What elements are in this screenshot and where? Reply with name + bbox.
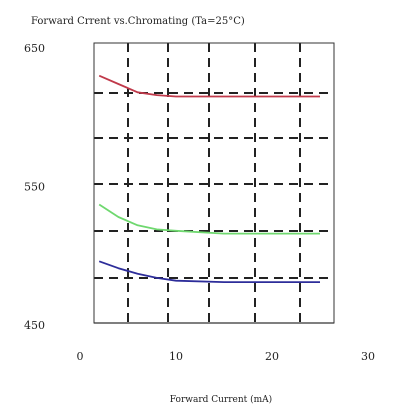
x-tick-labels: 0 10 20 30 (77, 350, 376, 363)
series-line-0 (98, 74, 320, 98)
grid-lines (94, 43, 334, 323)
y-tick-labels: 450 550 650 (24, 42, 45, 332)
series-line-2 (98, 260, 320, 284)
y-tick-label: 650 (24, 42, 45, 55)
plot-frame (93, 42, 335, 324)
y-tick-label: 550 (24, 181, 45, 194)
series-line-1 (98, 203, 320, 235)
series-group (98, 74, 320, 284)
x-tick-label: 20 (265, 350, 279, 363)
chart-title: Forward Crrent vs.Chromating (Ta=25°C) (31, 16, 245, 27)
y-tick-label: 450 (24, 319, 45, 332)
x-tick-label: 0 (77, 350, 84, 363)
x-tick-label: 10 (169, 350, 183, 363)
x-axis-label: Forward Current (mA) (170, 394, 272, 405)
x-tick-label: 30 (361, 350, 375, 363)
